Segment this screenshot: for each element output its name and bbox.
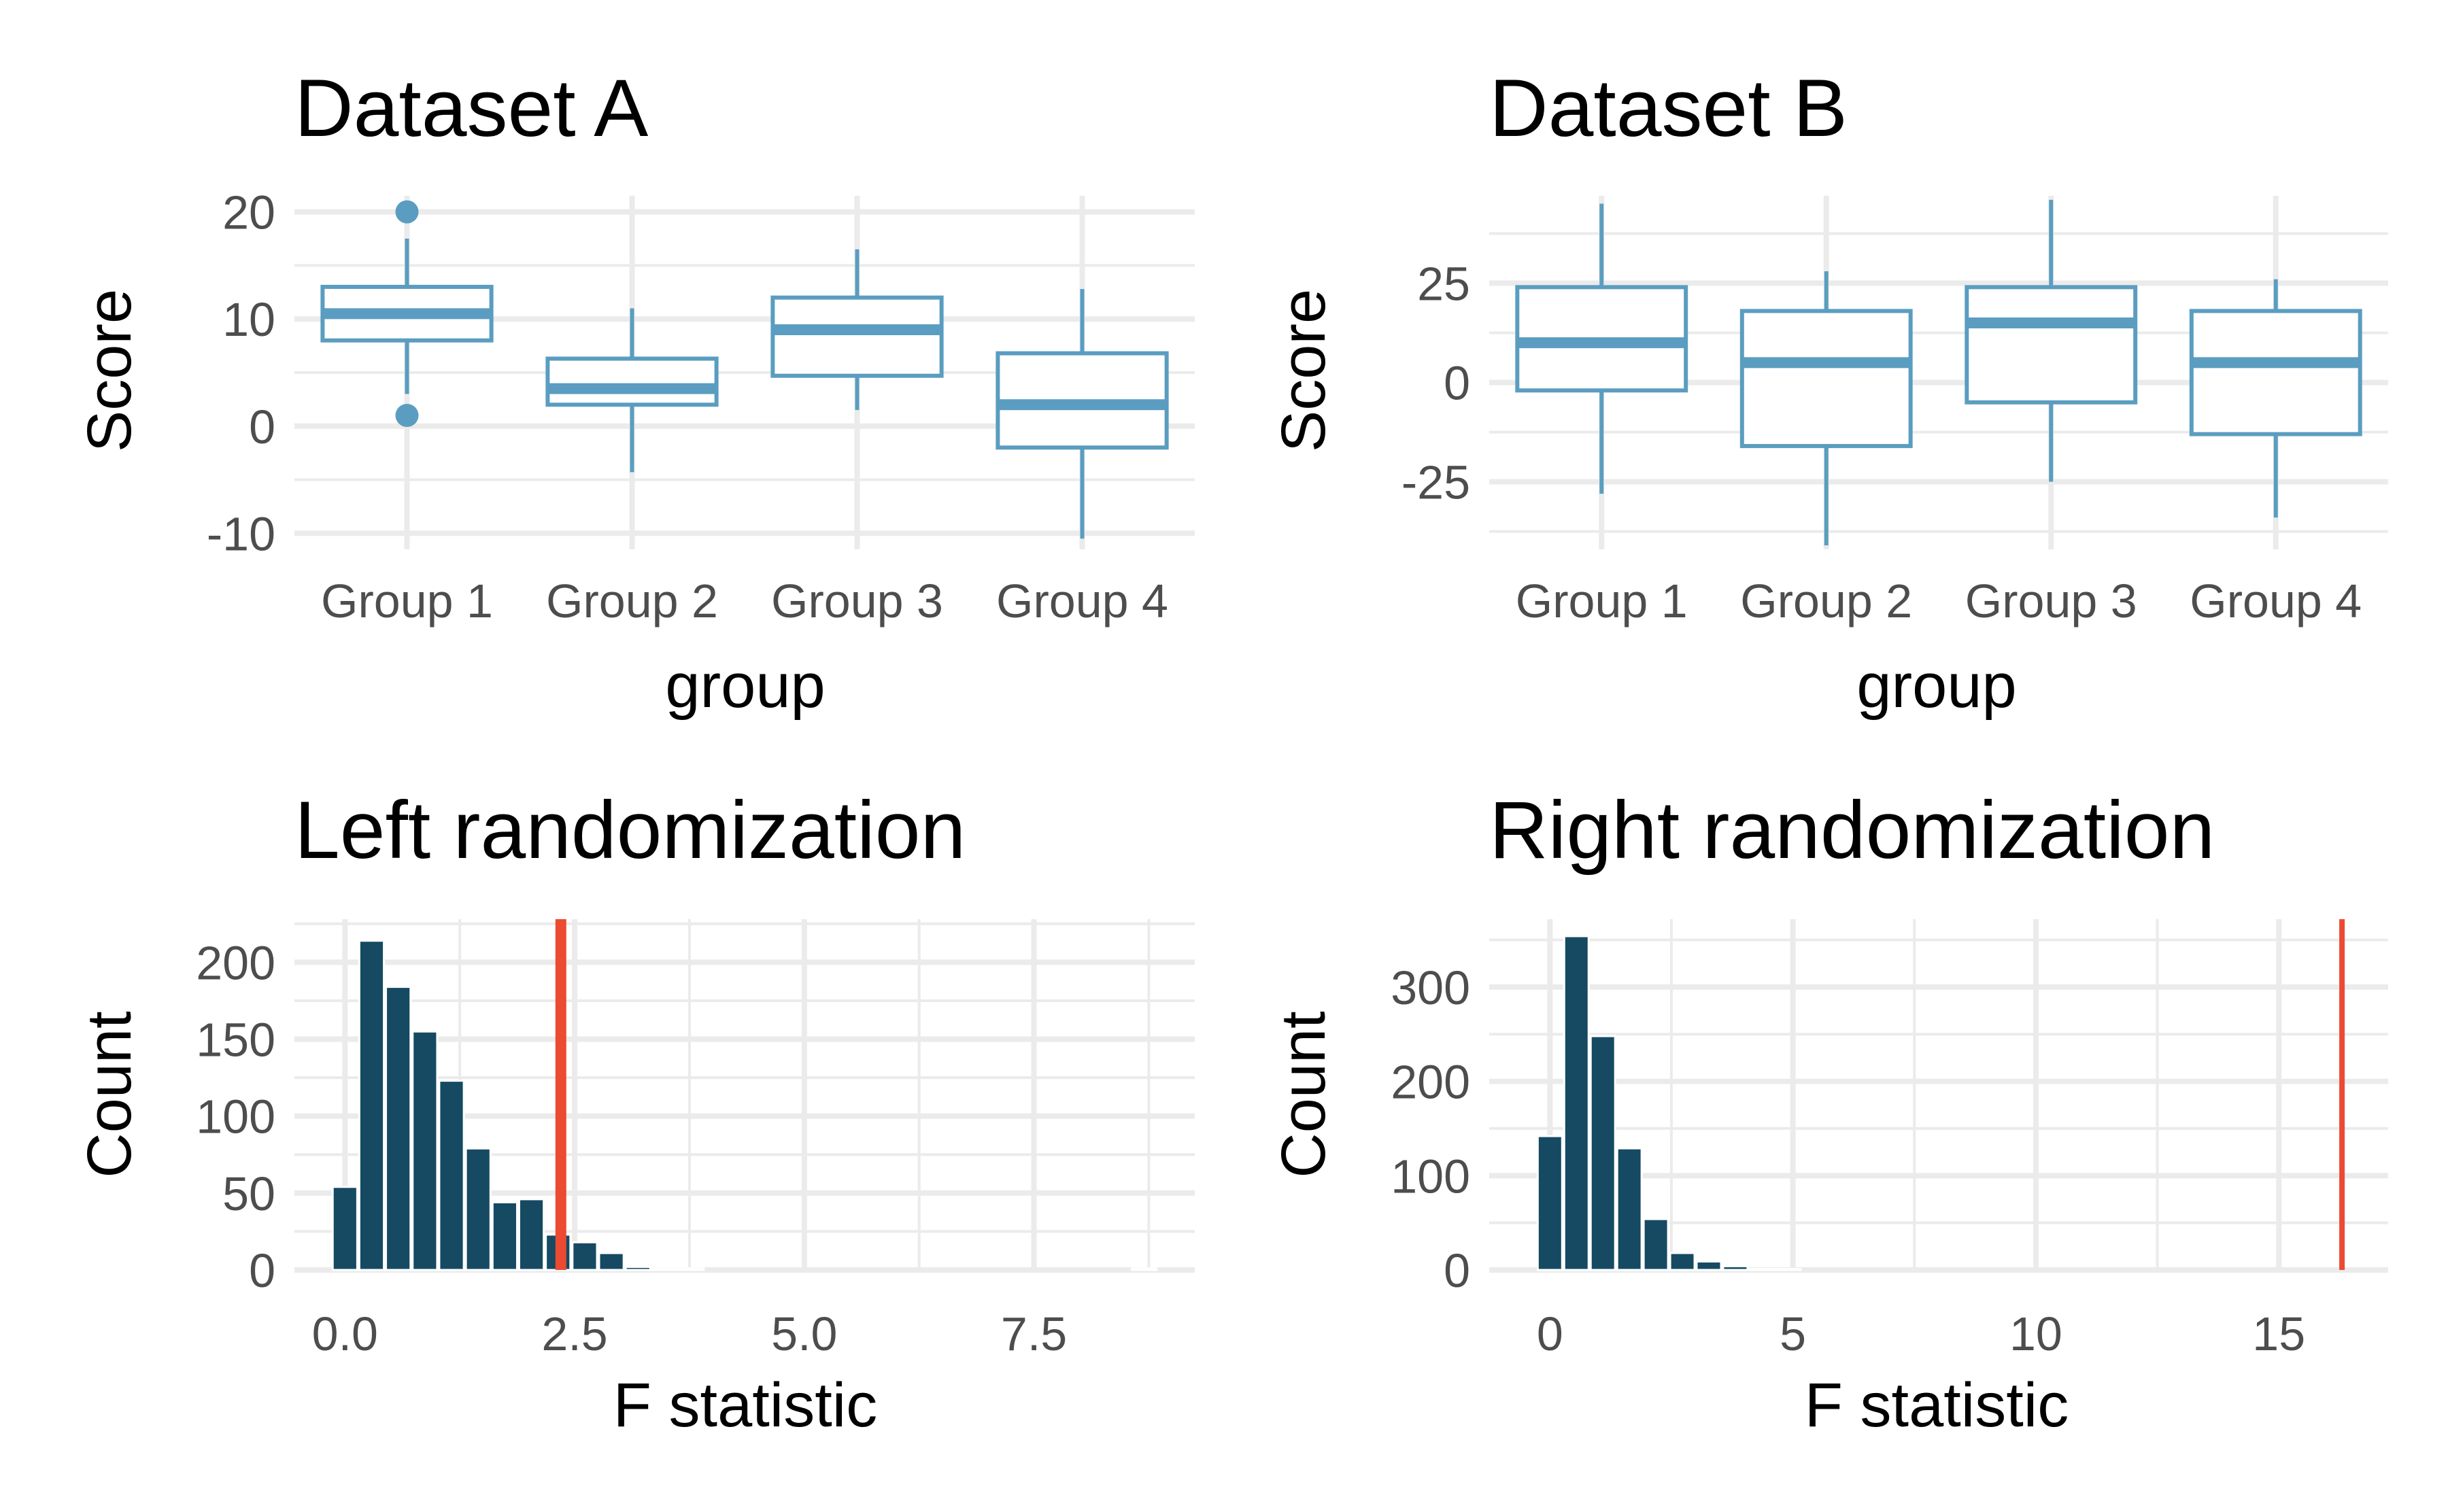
histogram-bar: [331, 1186, 358, 1271]
x-axis-title: group: [1856, 651, 2016, 721]
y-tick-label: 0: [1444, 357, 1470, 410]
x-tick-label: Group 2: [1740, 574, 1912, 628]
panel-dataset-a: Dataset A group Score -10 0 10 20 Group 1 Gro…: [75, 63, 1195, 721]
histogram-bar: [438, 1080, 465, 1271]
x-axis-title: F statistic: [613, 1371, 877, 1440]
y-tick-label: 100: [1391, 1150, 1470, 1203]
histogram-bar: [678, 1267, 705, 1271]
x-tick-label: 0: [1537, 1307, 1563, 1360]
x-tick-label: Group 4: [996, 574, 1168, 628]
box: [2189, 309, 2362, 436]
x-tick-label: Group 4: [2190, 574, 2362, 628]
histogram-bar: [358, 940, 386, 1271]
box: [770, 295, 944, 378]
histogram-bar: [1589, 1035, 1616, 1271]
x-tick-label: 5: [1780, 1307, 1806, 1360]
histogram-bar: [651, 1267, 679, 1271]
histogram-bar: [385, 986, 412, 1271]
y-tick-label: -25: [1401, 456, 1470, 509]
box: [1739, 309, 1913, 449]
histogram-bar: [491, 1201, 518, 1271]
y-tick-label: 0: [249, 400, 275, 453]
histogram-bar: [1536, 1135, 1563, 1271]
x-tick-label: 0.0: [312, 1307, 378, 1360]
histogram-bar: [624, 1265, 651, 1271]
histogram-bar: [1131, 1267, 1158, 1271]
bars-left-randomization: [331, 919, 1158, 1271]
box: [1965, 285, 2138, 405]
panel-title: Dataset B: [1489, 63, 1848, 154]
y-axis-title: Score: [1269, 289, 1338, 452]
panel-title: Right randomization: [1489, 785, 2215, 876]
histogram-bar: [598, 1252, 625, 1271]
x-tick-label: Group 2: [546, 574, 718, 628]
box-outlier: [395, 200, 419, 224]
x-tick-label: Group 1: [1516, 574, 1688, 628]
boxes-dataset-b: [1515, 199, 2362, 546]
panel-title: Dataset A: [294, 63, 648, 154]
x-tick-label: 15: [2252, 1307, 2305, 1360]
histogram-bar: [1563, 935, 1590, 1271]
y-tick-label: 100: [196, 1090, 275, 1144]
boxes-dataset-a: [320, 200, 1169, 539]
y-tick-label: 10: [222, 293, 275, 346]
histogram-bar: [1748, 1268, 1775, 1271]
y-tick-label: -10: [207, 507, 275, 560]
x-tick-label: Group 3: [771, 574, 943, 628]
x-axis-title: F statistic: [1805, 1371, 2069, 1440]
x-tick-label: 10: [2009, 1307, 2062, 1360]
histogram-bar: [1722, 1265, 1749, 1271]
x-tick-label: 2.5: [541, 1307, 607, 1360]
y-axis-title: Count: [1269, 1011, 1338, 1178]
x-tick-label: 7.5: [1001, 1307, 1067, 1360]
y-tick-label: 25: [1417, 258, 1470, 311]
panel-left-randomization: Left randomization F statistic Count 0 50…: [75, 785, 1195, 1440]
histogram-bar: [1642, 1218, 1669, 1271]
y-tick-label: 20: [222, 186, 275, 239]
panel-dataset-b: Dataset B group Score -25 0 25 Group 1 Group…: [1269, 63, 2388, 721]
panel-right-randomization: Right randomization F statistic Count 0 1…: [1269, 785, 2388, 1440]
histogram-bar: [571, 1241, 598, 1271]
histogram-bar: [1669, 1252, 1696, 1271]
box-outlier: [395, 404, 419, 428]
box: [545, 356, 719, 407]
y-axis-title: Count: [75, 1011, 144, 1178]
y-tick-label: 300: [1391, 961, 1470, 1014]
y-tick-label: 50: [222, 1167, 275, 1220]
y-tick-label: 200: [196, 936, 275, 989]
histogram-bar: [1775, 1268, 1802, 1271]
x-tick-label: 5.0: [771, 1307, 837, 1360]
histogram-bar: [464, 1147, 492, 1271]
y-tick-label: 0: [1444, 1244, 1470, 1297]
bars-right-randomization: [1536, 919, 2345, 1271]
y-tick-label: 200: [1391, 1056, 1470, 1109]
y-tick-label: 0: [249, 1244, 275, 1297]
y-axis-title: Score: [75, 289, 144, 452]
x-tick-label: Group 3: [1965, 574, 2137, 628]
x-axis-title: group: [665, 651, 825, 721]
histogram-bar: [411, 1030, 439, 1271]
histogram-bar: [517, 1198, 545, 1271]
histogram-bar: [1695, 1260, 1722, 1271]
x-tick-label: Group 1: [321, 574, 493, 628]
histogram-bar: [1616, 1147, 1643, 1271]
panel-title: Left randomization: [294, 785, 966, 876]
y-tick-label: 150: [196, 1014, 275, 1067]
